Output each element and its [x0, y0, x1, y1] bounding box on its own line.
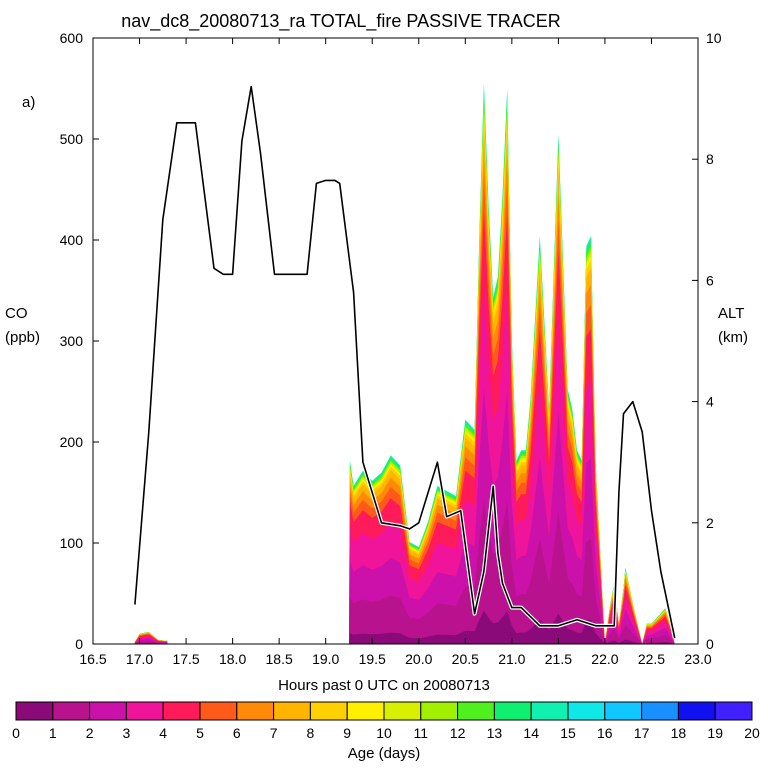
- x-tick-label: 22.5: [638, 651, 665, 667]
- colorbar-tick-label: 2: [86, 725, 94, 741]
- colorbar-label: Age (days): [348, 745, 421, 762]
- x-axis-label: Hours past 0 UTC on 20080713: [278, 677, 490, 694]
- colorbar-tick-label: 13: [487, 725, 503, 741]
- colorbar-tick-label: 3: [123, 725, 131, 741]
- left-axis-units: (ppb): [5, 329, 40, 346]
- colorbar-tick-labels: 0 1 2 3 4 5 6 7 8 9 10 11 12 13 14 15 16 17 18 19 20: [12, 725, 760, 741]
- colorbar-tick-label: 5: [196, 725, 204, 741]
- colorbar-tick-label: 10: [376, 725, 392, 741]
- colorbar-swatch-14: [530, 701, 569, 721]
- colorbar-tick-label: 4: [159, 725, 167, 741]
- colorbar: [15, 701, 753, 721]
- panel-label: a): [22, 94, 35, 111]
- colorbar-swatch-17: [641, 701, 679, 721]
- x-tick-label: 23.0: [684, 651, 711, 667]
- y-left-tick-label: 100: [60, 535, 84, 551]
- colorbar-tick-label: 11: [414, 725, 429, 741]
- colorbar-tick-label: 7: [270, 725, 278, 741]
- x-tick-labels: 16.5 17.0 17.5 18.0 18.5 19.0 19.5 20.0 20.5 21.0…: [79, 651, 711, 667]
- y-left-tick-label: 500: [60, 131, 84, 147]
- altitude-line: [134, 85, 676, 639]
- chart-title: nav_dc8_20080713_ra TOTAL_fire PASSIVE T…: [121, 11, 561, 32]
- x-tick-label: 21.5: [545, 651, 572, 667]
- co-age-band-1-segment-0: [134, 640, 168, 644]
- right-axis-label: ALT: [718, 305, 744, 322]
- co-age-band-1-segment-1: [349, 499, 675, 644]
- colorbar-tick-label: 12: [450, 725, 466, 741]
- colorbar-swatch-10: [383, 701, 422, 721]
- x-tick-label: 22.0: [591, 651, 618, 667]
- colorbar-swatch-13: [493, 701, 532, 721]
- right-axis-units: (km): [718, 329, 748, 346]
- x-tick-label: 18.5: [266, 651, 293, 667]
- colorbar-tick-label: 15: [560, 725, 576, 741]
- y-left-tick-labels: 0 100 200 300 400 500 600: [60, 30, 84, 652]
- y-right-tick-label: 6: [706, 272, 714, 288]
- colorbar-swatch-7: [273, 701, 311, 721]
- colorbar-swatch-5: [199, 701, 238, 721]
- y-right-tick-label: 2: [706, 515, 714, 531]
- x-tick-label: 20.0: [405, 651, 432, 667]
- colorbar-swatch-4: [162, 701, 201, 721]
- colorbar-swatch-1: [52, 701, 91, 721]
- colorbar-swatch-2: [89, 701, 127, 721]
- colorbar-tick-label: 20: [744, 725, 760, 741]
- y-right-tick-label: 4: [706, 394, 714, 410]
- axis-ticks: [92, 37, 699, 645]
- colorbar-swatch-12: [457, 701, 495, 721]
- colorbar-tick-label: 14: [523, 725, 539, 741]
- colorbar-swatch-15: [567, 701, 606, 721]
- x-tick-label: 17.5: [172, 651, 199, 667]
- colorbar-tick-label: 6: [233, 725, 241, 741]
- y-right-tick-label: 10: [706, 30, 722, 46]
- altitude-line-group: [132, 84, 677, 639]
- colorbar-swatch-19: [714, 701, 753, 721]
- colorbar-tick-label: 9: [343, 725, 351, 741]
- x-tick-label: 20.5: [452, 651, 479, 667]
- co-stacked-areas: [134, 82, 675, 644]
- left-axis-label: CO: [5, 305, 28, 322]
- colorbar-swatch-8: [309, 701, 348, 721]
- y-right-tick-label: 8: [706, 151, 714, 167]
- colorbar-swatch-3: [125, 701, 164, 721]
- x-tick-label: 18.0: [219, 651, 246, 667]
- colorbar-tick-label: 18: [671, 725, 687, 741]
- colorbar-swatch-18: [677, 701, 716, 721]
- colorbar-swatch-0: [15, 701, 54, 721]
- x-tick-label: 17.0: [126, 651, 153, 667]
- x-tick-label: 19.5: [359, 651, 386, 667]
- x-tick-label: 21.0: [498, 651, 525, 667]
- colorbar-tick-label: 1: [49, 725, 57, 741]
- colorbar-swatch-11: [420, 701, 459, 721]
- y-left-tick-label: 300: [60, 333, 84, 349]
- y-right-tick-labels: 0 2 4 6 8 10: [706, 30, 722, 652]
- colorbar-tick-label: 17: [634, 725, 650, 741]
- x-tick-label: 19.0: [312, 651, 339, 667]
- colorbar-tick-label: 0: [12, 725, 20, 741]
- y-left-tick-label: 0: [75, 636, 83, 652]
- colorbar-swatch-9: [346, 701, 385, 721]
- colorbar-tick-label: 16: [597, 725, 613, 741]
- colorbar-tick-label: 19: [707, 725, 723, 741]
- y-left-tick-label: 200: [60, 434, 84, 450]
- colorbar-swatch-16: [604, 701, 643, 721]
- co-age-band-0-segment-1: [349, 610, 675, 644]
- y-right-tick-label: 0: [706, 636, 714, 652]
- colorbar-swatch-6: [236, 701, 275, 721]
- colorbar-tick-label: 8: [307, 725, 315, 741]
- y-left-tick-label: 600: [60, 30, 84, 46]
- x-tick-label: 16.5: [79, 651, 106, 667]
- y-left-tick-label: 400: [60, 232, 84, 248]
